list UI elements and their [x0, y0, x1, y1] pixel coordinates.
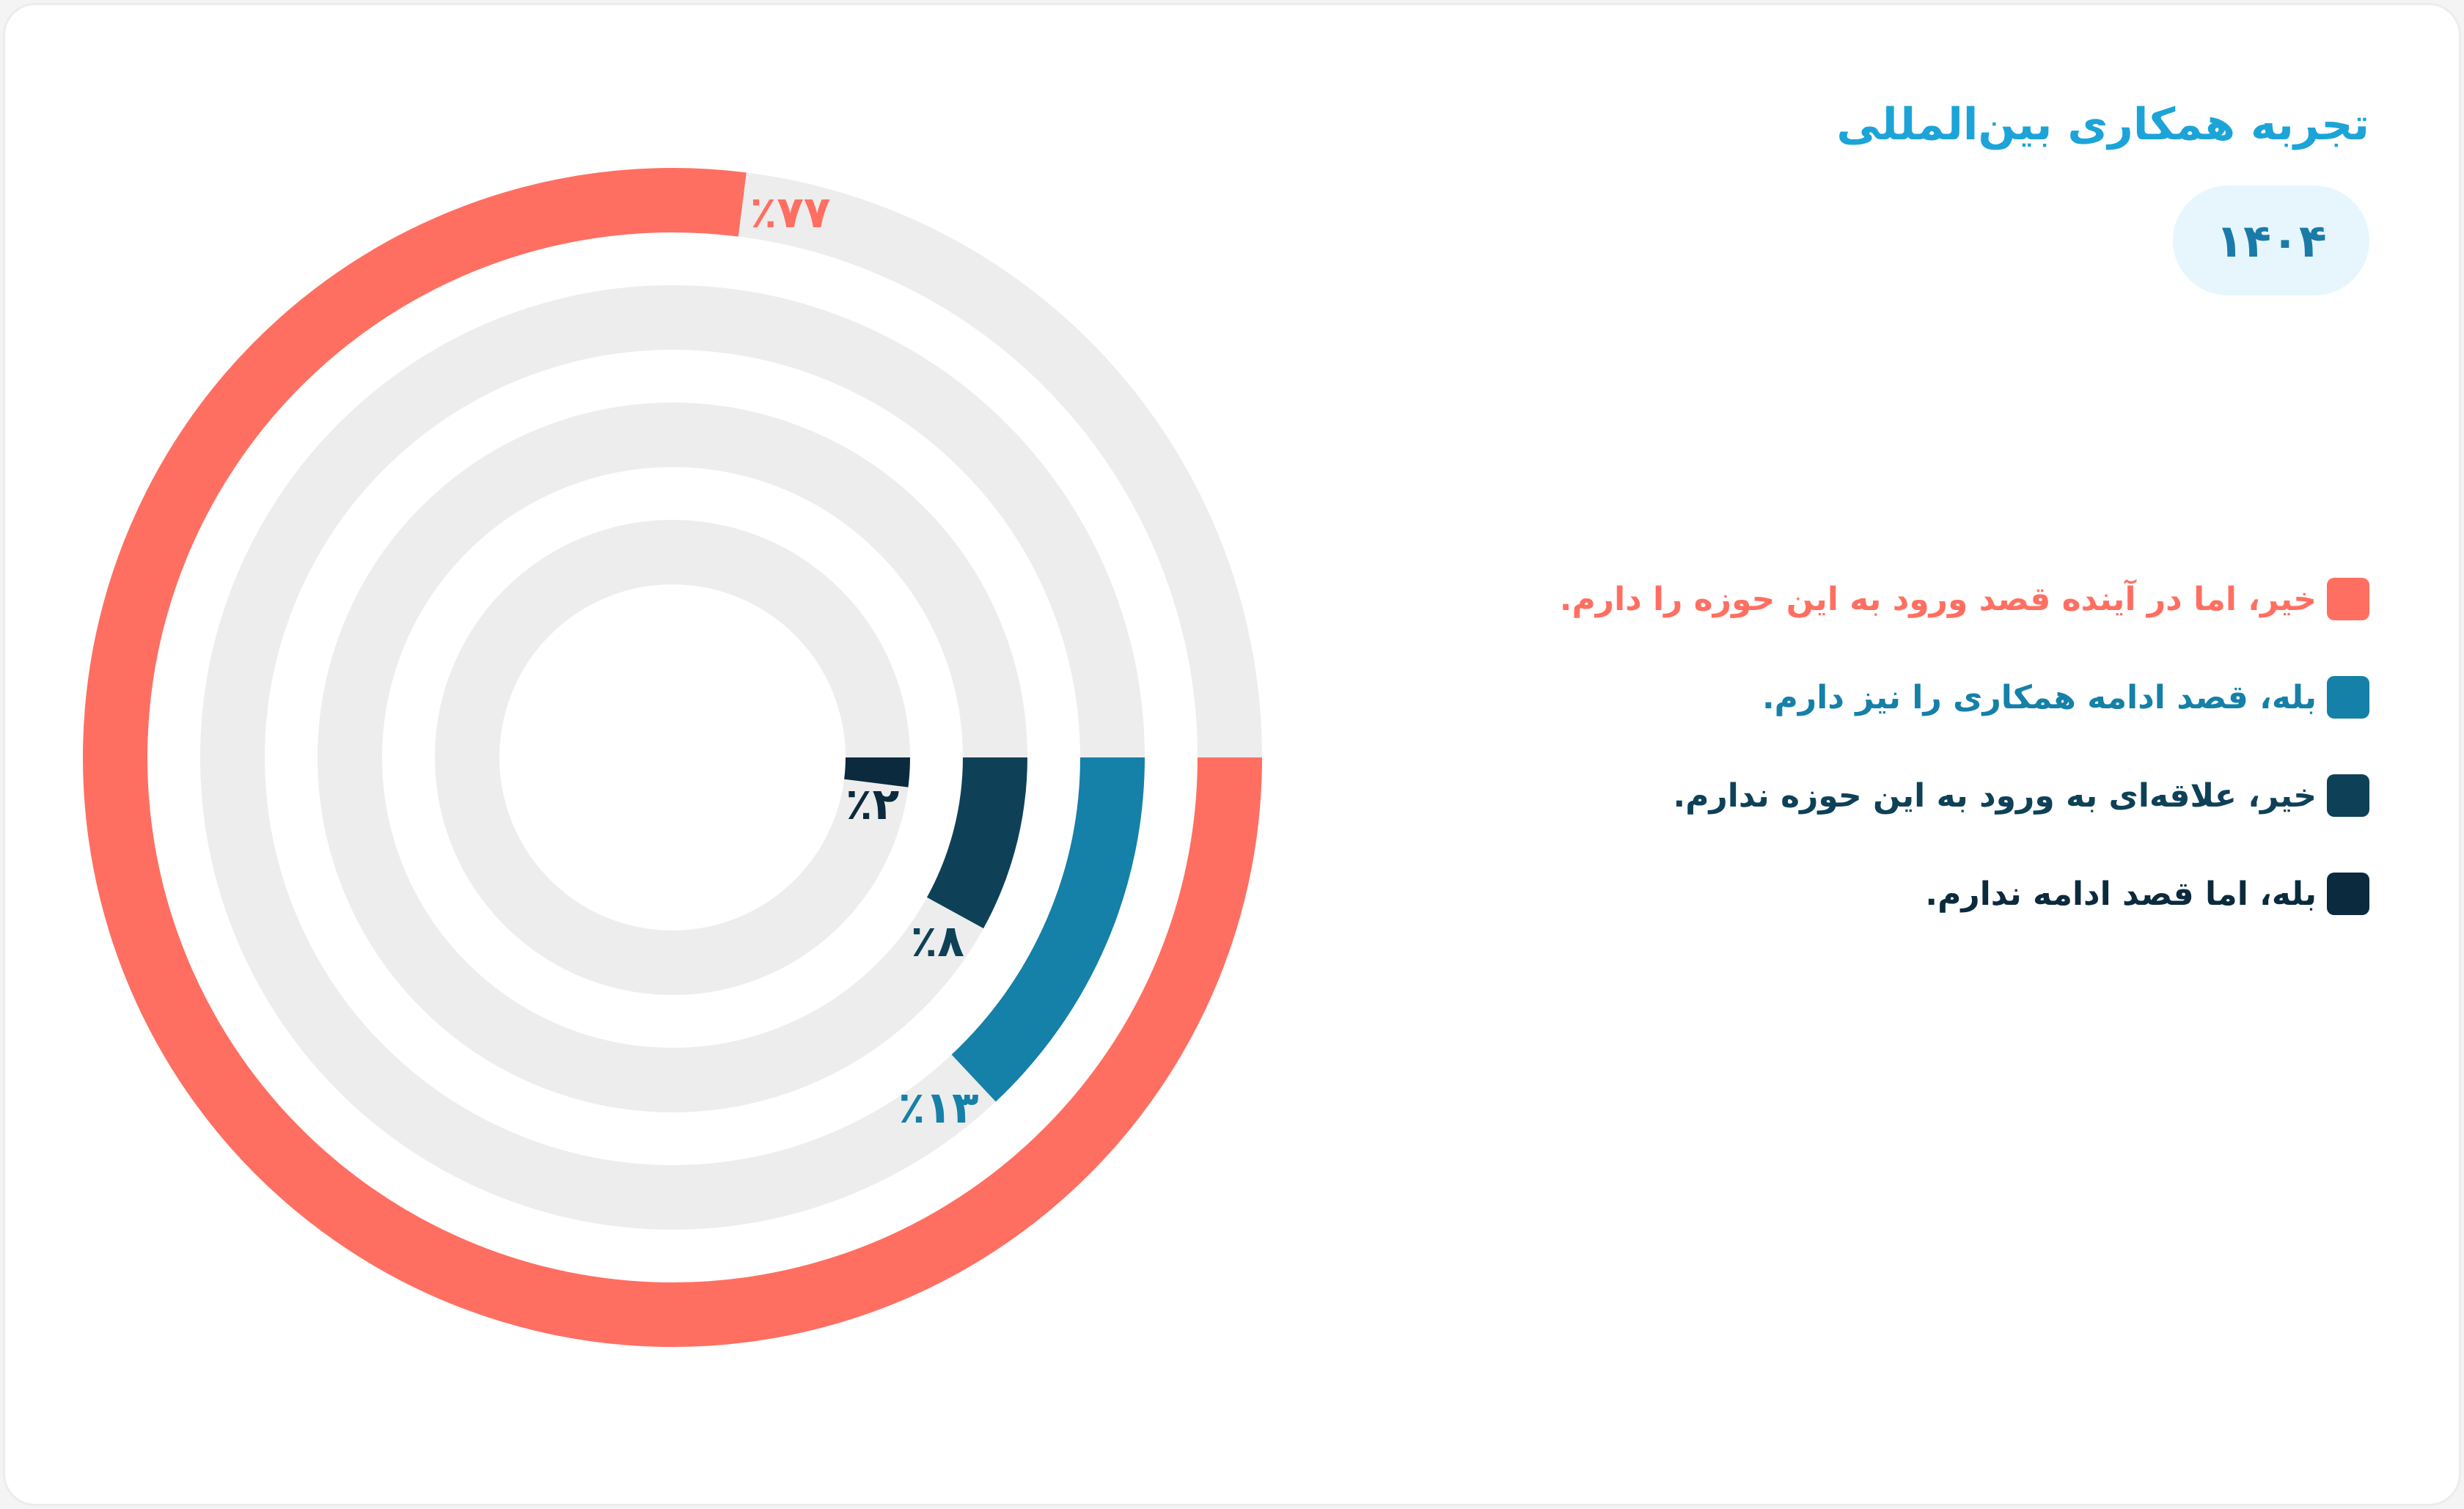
radial-bar-chart: ٪۷۷ ٪۱۳ ٪۸ ٪۲ [83, 168, 1262, 1347]
legend-swatch [2327, 774, 2369, 817]
percent-label: ٪۲ [846, 779, 899, 830]
chart-card: ٪۷۷ ٪۱۳ ٪۸ ٪۲ تجربه همکاری بین‌المللی ۱۴۰۴ … [3, 3, 2461, 1506]
ring-arc-4 [844, 757, 910, 787]
legend-label: خیر، اما در آینده قصد ورود به این حوزه ر… [1559, 580, 2317, 618]
ring-track [435, 520, 910, 995]
legend-label: خیر، علاقه‌ای به ورود به این حوزه ندارم. [1673, 776, 2317, 815]
legend: خیر، اما در آینده قصد ورود به این حوزه ر… [1560, 577, 2369, 916]
legend-swatch [2327, 578, 2369, 620]
legend-swatch [2327, 676, 2369, 719]
chart-title: تجربه همکاری بین‌المللی [1836, 99, 2369, 150]
percent-label: ٪۸ [911, 916, 964, 967]
percent-label: ٪۱۳ [898, 1082, 979, 1134]
legend-swatch [2327, 873, 2369, 915]
ring-arc-2 [951, 757, 1145, 1102]
year-label: ۱۴۰۴ [2215, 213, 2327, 268]
legend-label: بله، قصد ادامه همکاری را نیز دارم. [1761, 678, 2317, 716]
percent-label: ٪۷۷ [750, 187, 831, 238]
legend-item: خیر، علاقه‌ای به ورود به این حوزه ندارم. [1560, 774, 2369, 818]
year-badge: ۱۴۰۴ [2173, 186, 2369, 295]
legend-item: خیر، اما در آینده قصد ورود به این حوزه ر… [1560, 577, 2369, 621]
legend-item: بله، اما قصد ادامه ندارم. [1560, 872, 2369, 916]
ring-arc-1 [83, 168, 1262, 1347]
legend-item: بله، قصد ادامه همکاری را نیز دارم. [1560, 675, 2369, 719]
legend-label: بله، اما قصد ادامه ندارم. [1925, 875, 2317, 913]
ring-arc-3 [926, 757, 1027, 929]
